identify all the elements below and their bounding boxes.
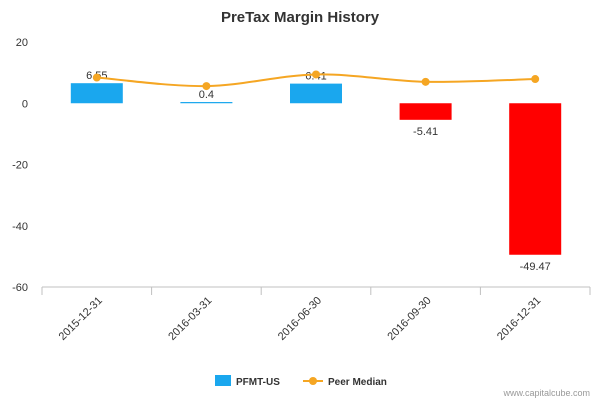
peer-median-point: [312, 70, 320, 79]
peer-median-point: [202, 82, 211, 91]
peer-median-point: [531, 75, 540, 84]
x-tick-label: 2016-12-31: [495, 295, 543, 343]
peer-median-point: [92, 73, 101, 82]
x-axis: 2015-12-31 2016-03-31 2016-06-30 2016-09-30…: [41, 286, 591, 343]
y-axis: 20 0 -20 -40 -60: [12, 37, 28, 294]
legend-label-peer[interactable]: Peer Median: [328, 377, 387, 388]
legend: PFMT-US Peer Median: [215, 375, 387, 388]
bar: [70, 83, 123, 104]
chart-title: PreTax Margin History: [221, 9, 380, 26]
watermark: www.capitalcube.com: [502, 388, 590, 398]
bar: [290, 83, 342, 104]
x-tick-label: 2016-06-30: [276, 295, 324, 343]
legend-marker-peer[interactable]: [309, 377, 317, 385]
y-tick-label: 0: [22, 98, 28, 110]
y-tick-label: -20: [12, 160, 28, 172]
bar: [180, 102, 233, 104]
data-label: -5.41: [413, 126, 438, 138]
line-series: [92, 70, 540, 91]
data-label: -49.47: [520, 261, 551, 273]
y-tick-label: 20: [16, 37, 28, 49]
x-tick-label: 2015-12-31: [57, 295, 105, 343]
legend-label-bar[interactable]: PFMT-US: [236, 377, 280, 388]
data-label: 0.4: [199, 89, 214, 101]
bar-series: 6.550.46.41-5.41-49.47: [70, 70, 562, 273]
bar: [399, 103, 452, 120]
legend-swatch-bar[interactable]: [215, 375, 231, 386]
bar: [509, 103, 562, 255]
y-tick-label: -40: [12, 221, 28, 233]
x-tick-label: 2016-09-30: [385, 295, 433, 343]
x-tick-label: 2016-03-31: [166, 295, 214, 343]
peer-median-point: [421, 77, 430, 86]
y-tick-label: -60: [12, 282, 28, 294]
